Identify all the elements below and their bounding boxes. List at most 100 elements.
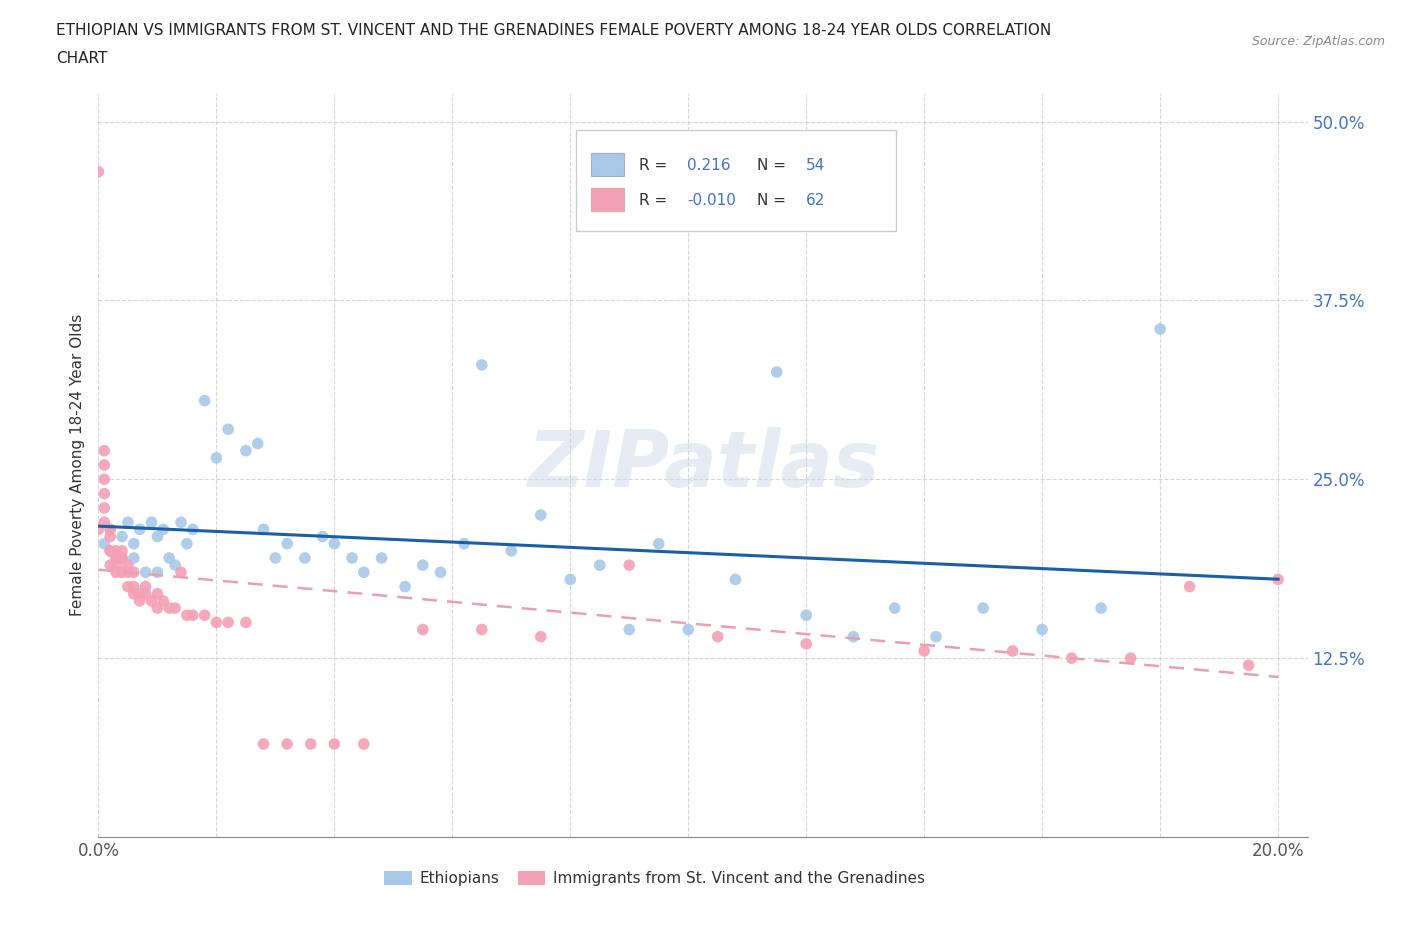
Point — [264, 551, 287, 565]
Y-axis label: Female Poverty Among 18-24 Year Olds: Female Poverty Among 18-24 Year Olds — [69, 314, 84, 617]
Point — [165, 558, 187, 573]
Point — [1178, 579, 1201, 594]
Point — [370, 551, 392, 565]
Point — [105, 543, 128, 558]
Text: 0.216: 0.216 — [688, 158, 731, 173]
Point — [1090, 601, 1112, 616]
Point — [117, 558, 139, 573]
Point — [194, 393, 217, 408]
Point — [394, 579, 416, 594]
Point — [276, 537, 298, 551]
Point — [122, 579, 145, 594]
Text: N =: N = — [758, 158, 786, 173]
Point — [111, 565, 134, 579]
Point — [122, 551, 145, 565]
Point — [842, 630, 865, 644]
Point — [117, 579, 139, 594]
Point — [1149, 322, 1171, 337]
Point — [98, 529, 121, 544]
Point — [117, 515, 139, 530]
Point — [181, 608, 204, 623]
Point — [176, 537, 198, 551]
Point — [146, 565, 169, 579]
Point — [323, 537, 346, 551]
Point — [152, 593, 174, 608]
Point — [678, 622, 700, 637]
Point — [299, 737, 322, 751]
Point — [93, 486, 115, 501]
Point — [111, 529, 134, 544]
Point — [501, 543, 523, 558]
Point — [276, 737, 298, 751]
Point — [1237, 658, 1260, 672]
Text: 62: 62 — [806, 193, 825, 208]
Point — [883, 601, 905, 616]
Point — [205, 615, 228, 630]
Point — [217, 422, 239, 437]
Point — [925, 630, 948, 644]
FancyBboxPatch shape — [591, 153, 624, 176]
Point — [170, 565, 193, 579]
Point — [93, 500, 115, 515]
Point — [122, 537, 145, 551]
Point — [471, 622, 494, 637]
Point — [972, 601, 994, 616]
Point — [105, 558, 128, 573]
Point — [252, 522, 274, 537]
Point — [128, 522, 150, 537]
Point — [619, 558, 641, 573]
Text: ETHIOPIAN VS IMMIGRANTS FROM ST. VINCENT AND THE GRENADINES FEMALE POVERTY AMONG: ETHIOPIAN VS IMMIGRANTS FROM ST. VINCENT… — [56, 23, 1052, 38]
Point — [141, 593, 163, 608]
Point — [98, 558, 121, 573]
Point — [105, 551, 128, 565]
Point — [157, 601, 180, 616]
Point — [706, 630, 728, 644]
Point — [157, 551, 180, 565]
Text: 54: 54 — [806, 158, 825, 173]
Point — [146, 586, 169, 601]
Point — [217, 615, 239, 630]
Point — [105, 565, 128, 579]
Text: R =: R = — [638, 158, 668, 173]
Point — [181, 522, 204, 537]
Point — [98, 522, 121, 537]
Point — [724, 572, 747, 587]
Point — [93, 537, 115, 551]
Point — [93, 444, 115, 458]
Point — [135, 586, 157, 601]
Text: N =: N = — [758, 193, 786, 208]
Point — [311, 529, 333, 544]
Point — [117, 565, 139, 579]
Point — [87, 522, 110, 537]
Point — [246, 436, 269, 451]
FancyBboxPatch shape — [591, 188, 624, 210]
Point — [1031, 622, 1053, 637]
Point — [105, 551, 128, 565]
Point — [135, 579, 157, 594]
Legend: Ethiopians, Immigrants from St. Vincent and the Grenadines: Ethiopians, Immigrants from St. Vincent … — [378, 865, 931, 893]
Point — [111, 543, 134, 558]
Point — [412, 558, 434, 573]
Text: CHART: CHART — [56, 51, 108, 66]
Text: R =: R = — [638, 193, 668, 208]
Point — [141, 515, 163, 530]
Point — [152, 522, 174, 537]
Point — [170, 515, 193, 530]
Point — [146, 529, 169, 544]
Point — [93, 458, 115, 472]
Point — [412, 622, 434, 637]
Point — [98, 543, 121, 558]
Point — [1119, 651, 1142, 666]
Point — [530, 630, 553, 644]
Point — [353, 737, 375, 751]
Point — [165, 601, 187, 616]
Point — [340, 551, 363, 565]
Text: Source: ZipAtlas.com: Source: ZipAtlas.com — [1251, 35, 1385, 48]
Point — [589, 558, 612, 573]
Point — [205, 450, 228, 465]
Point — [252, 737, 274, 751]
Point — [93, 472, 115, 486]
Text: -0.010: -0.010 — [688, 193, 737, 208]
Point — [912, 644, 935, 658]
Point — [135, 565, 157, 579]
